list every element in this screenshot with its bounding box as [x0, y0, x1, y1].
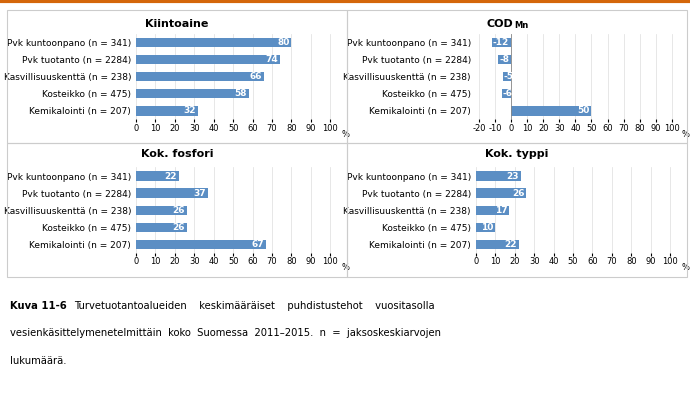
Text: 80: 80	[277, 38, 289, 47]
Text: %: %	[682, 130, 690, 139]
Bar	[136, 171, 179, 181]
Text: 58: 58	[234, 89, 247, 98]
Bar	[136, 240, 266, 249]
Bar	[476, 240, 519, 249]
Bar	[511, 106, 591, 116]
Text: -12: -12	[493, 38, 509, 47]
Text: 26: 26	[172, 223, 185, 232]
Text: 26: 26	[172, 206, 185, 215]
Text: Kok. fosfori: Kok. fosfori	[141, 149, 213, 159]
Text: vesienkäsittelymenetelmittäin  koko  Suomessa  2011–2015.  n  =  jaksoskeskiarvo: vesienkäsittelymenetelmittäin koko Suome…	[10, 328, 442, 338]
Text: lukumäärä.: lukumäärä.	[10, 356, 67, 365]
Bar	[136, 72, 264, 81]
Text: -6: -6	[502, 89, 513, 98]
Bar	[492, 38, 511, 47]
Bar	[498, 55, 511, 64]
Text: 67: 67	[252, 240, 264, 249]
Text: 26: 26	[512, 189, 525, 198]
Text: 66: 66	[250, 72, 262, 81]
Bar	[136, 38, 291, 47]
Bar	[476, 189, 526, 198]
Text: 50: 50	[578, 107, 590, 115]
Text: Kiintoaine: Kiintoaine	[145, 19, 208, 29]
Text: -5: -5	[504, 72, 514, 81]
Text: 17: 17	[495, 206, 507, 215]
Bar	[136, 106, 198, 116]
Bar	[136, 55, 279, 64]
Bar	[503, 72, 511, 81]
Text: -8: -8	[499, 55, 509, 64]
Bar	[476, 206, 509, 215]
Text: 22: 22	[504, 240, 517, 249]
Text: Kok. typpi: Kok. typpi	[485, 149, 549, 159]
Text: 74: 74	[265, 55, 278, 64]
Text: 22: 22	[164, 172, 177, 180]
Bar	[476, 223, 495, 232]
Bar	[136, 206, 186, 215]
Bar	[476, 171, 520, 181]
Bar	[136, 89, 248, 98]
Text: %: %	[342, 263, 350, 272]
Text: Turvetuotantoalueiden    keskimääräiset    puhdistustehot    vuositasolla: Turvetuotantoalueiden keskimääräiset puh…	[74, 301, 435, 310]
Text: 32: 32	[184, 107, 196, 115]
Text: Mn: Mn	[515, 21, 529, 30]
Bar	[136, 189, 208, 198]
Text: 37: 37	[193, 189, 206, 198]
Bar	[502, 89, 511, 98]
Text: %: %	[682, 263, 690, 272]
Text: 10: 10	[482, 223, 494, 232]
Text: Kuva 11-6: Kuva 11-6	[10, 301, 67, 310]
Bar	[136, 223, 186, 232]
Text: COD: COD	[486, 19, 513, 29]
Text: %: %	[342, 130, 350, 139]
Text: 23: 23	[506, 172, 519, 180]
